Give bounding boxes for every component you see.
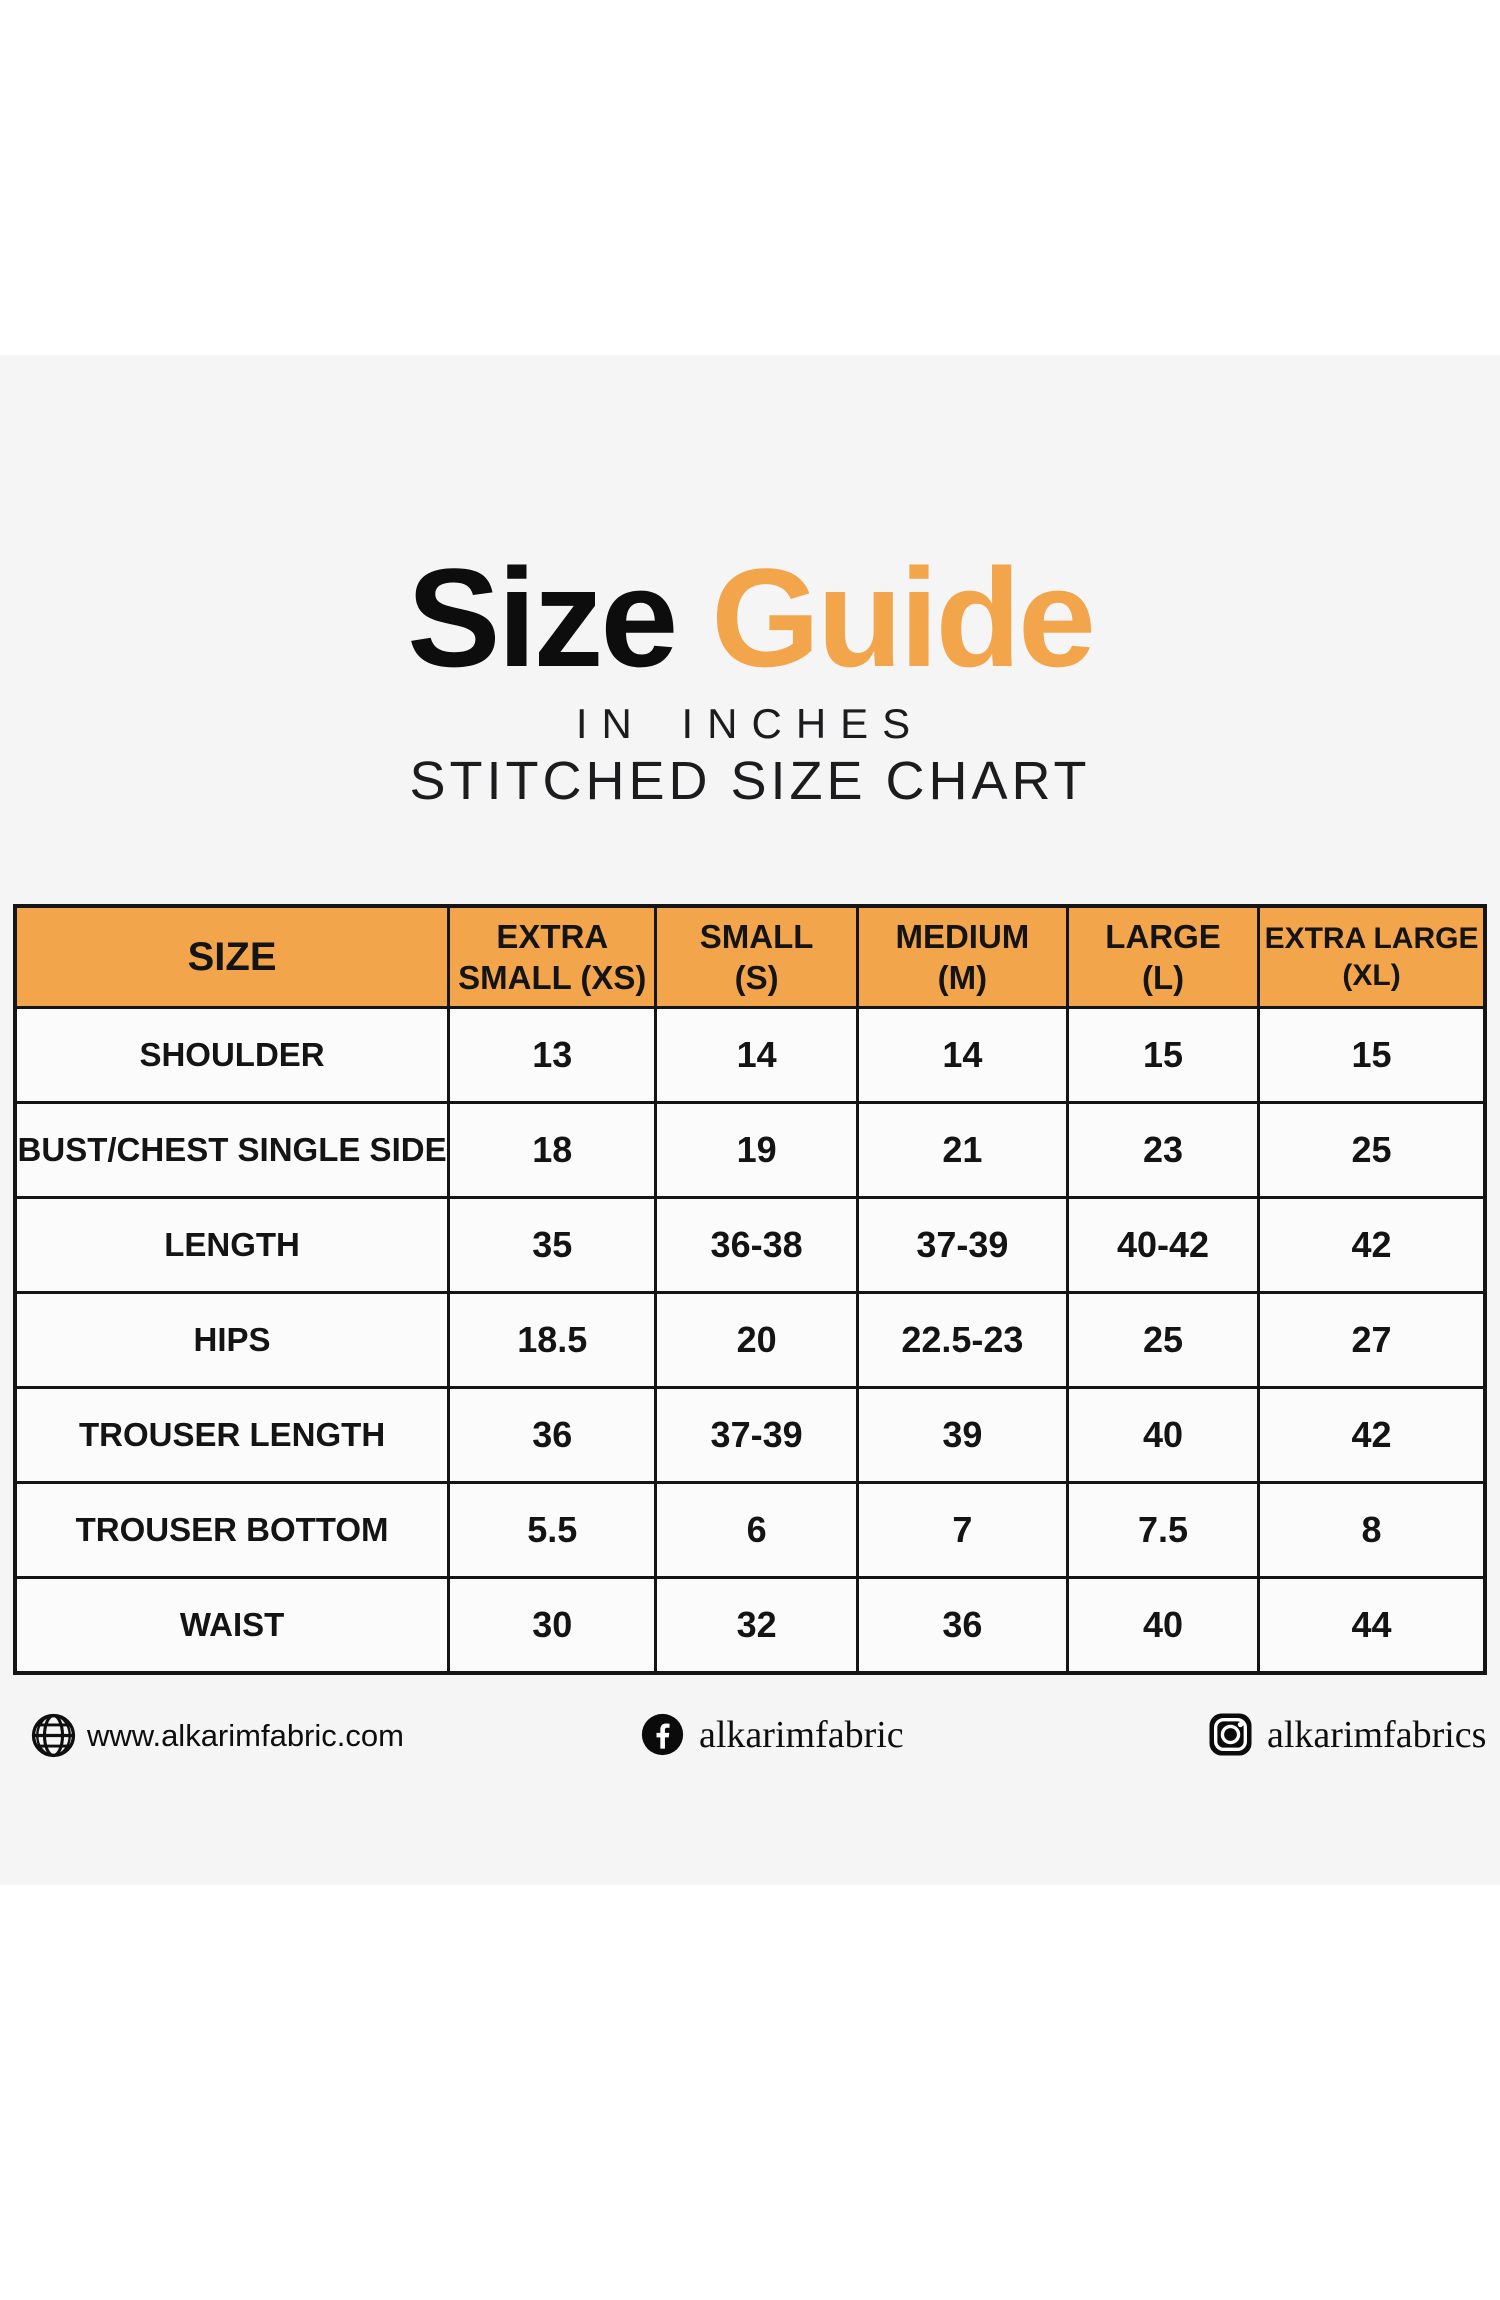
row-label: TROUSER LENGTH	[13, 1386, 451, 1484]
size-value: 25	[1257, 1101, 1487, 1199]
size-value: 42	[1257, 1386, 1487, 1484]
column-header-l: LARGE (L)	[1065, 904, 1261, 1009]
column-header-size: SIZE	[13, 904, 451, 1009]
table-header-row: SIZE EXTRA SMALL (XS) SMALL (S) MEDIUM (M) LARG…	[13, 904, 1487, 1009]
size-value: 27	[1257, 1291, 1487, 1389]
subtitle-in-inches: IN INCHES	[575, 700, 925, 747]
size-value: 36	[855, 1576, 1069, 1675]
website-url: www.alkarimfabric.com	[87, 1717, 404, 1753]
footer-facebook: alkarimfabric	[640, 1712, 904, 1757]
table-row: SHOULDER 13 14 14 15 15	[13, 1006, 1487, 1104]
size-value: 37-39	[654, 1386, 859, 1484]
table-row: WAIST 30 32 36 40 44	[13, 1576, 1487, 1675]
size-value: 18.5	[447, 1291, 658, 1389]
row-label: LENGTH	[13, 1196, 451, 1294]
instagram-icon	[1209, 1713, 1252, 1756]
column-header-xl: EXTRA LARGE (XL)	[1257, 904, 1487, 1009]
title-word-size: Size	[407, 539, 678, 696]
size-value: 40-42	[1065, 1196, 1261, 1294]
size-value: 7.5	[1065, 1481, 1261, 1579]
facebook-icon	[641, 1713, 684, 1756]
footer-instagram: alkarimfabrics	[1208, 1712, 1486, 1757]
row-label: HIPS	[13, 1291, 451, 1389]
row-label: SHOULDER	[13, 1006, 451, 1104]
size-value: 22.5-23	[855, 1291, 1069, 1389]
title-word-guide: Guide	[711, 539, 1096, 696]
size-value: 25	[1065, 1291, 1261, 1389]
size-value: 8	[1257, 1481, 1487, 1579]
table-row: HIPS 18.5 20 22.5-23 25 27	[13, 1291, 1487, 1389]
size-value: 40	[1065, 1386, 1261, 1484]
table-row: LENGTH 35 36-38 37-39 40-42 42	[13, 1196, 1487, 1294]
size-value: 15	[1065, 1006, 1261, 1104]
column-header-m: MEDIUM (M)	[855, 904, 1069, 1009]
size-value: 39	[855, 1386, 1069, 1484]
size-value: 35	[447, 1196, 658, 1294]
size-value: 37-39	[855, 1196, 1069, 1294]
size-chart-table: SIZE EXTRA SMALL (XS) SMALL (S) MEDIUM (M) LARG…	[13, 904, 1487, 1675]
size-value: 32	[654, 1576, 859, 1675]
column-header-s: SMALL (S)	[654, 904, 859, 1009]
globe-icon	[31, 1713, 76, 1758]
size-value: 19	[654, 1101, 859, 1199]
column-header-xs: EXTRA SMALL (XS)	[447, 904, 658, 1009]
table-body: SHOULDER 13 14 14 15 15 BUST/CHEST SINGLE SIDE…	[13, 1006, 1487, 1675]
row-label: TROUSER BOTTOM	[13, 1481, 451, 1579]
instagram-handle: alkarimfabrics	[1267, 1713, 1487, 1756]
size-value: 42	[1257, 1196, 1487, 1294]
size-value: 5.5	[447, 1481, 658, 1579]
size-value: 7	[855, 1481, 1069, 1579]
table-row: BUST/CHEST SINGLE SIDE 18 19 21 23 25	[13, 1101, 1487, 1199]
size-value: 40	[1065, 1576, 1261, 1675]
header-row: SIZE EXTRA SMALL (XS) SMALL (S) MEDIUM (M) LARG…	[13, 904, 1487, 1009]
size-value: 23	[1065, 1101, 1261, 1199]
table-row: TROUSER BOTTOM 5.5 6 7 7.5 8	[13, 1481, 1487, 1579]
page-title: Size Guide	[0, 548, 1500, 688]
row-label: BUST/CHEST SINGLE SIDE	[13, 1101, 451, 1199]
size-value: 30	[447, 1576, 658, 1675]
footer-website: www.alkarimfabric.com	[30, 1712, 404, 1759]
size-value: 36-38	[654, 1196, 859, 1294]
size-value: 15	[1257, 1006, 1487, 1104]
size-value: 20	[654, 1291, 859, 1389]
row-label: WAIST	[13, 1576, 451, 1675]
facebook-handle: alkarimfabric	[699, 1713, 904, 1756]
size-value: 14	[855, 1006, 1069, 1104]
size-value: 18	[447, 1101, 658, 1199]
table-row: TROUSER LENGTH 36 37-39 39 40 42	[13, 1386, 1487, 1484]
size-value: 6	[654, 1481, 859, 1579]
size-value: 44	[1257, 1576, 1487, 1675]
size-value: 13	[447, 1006, 658, 1104]
size-value: 36	[447, 1386, 658, 1484]
subtitle-stitched-size-chart: STITCHED SIZE CHART	[409, 751, 1091, 811]
size-value: 21	[855, 1101, 1069, 1199]
size-value: 14	[654, 1006, 859, 1104]
